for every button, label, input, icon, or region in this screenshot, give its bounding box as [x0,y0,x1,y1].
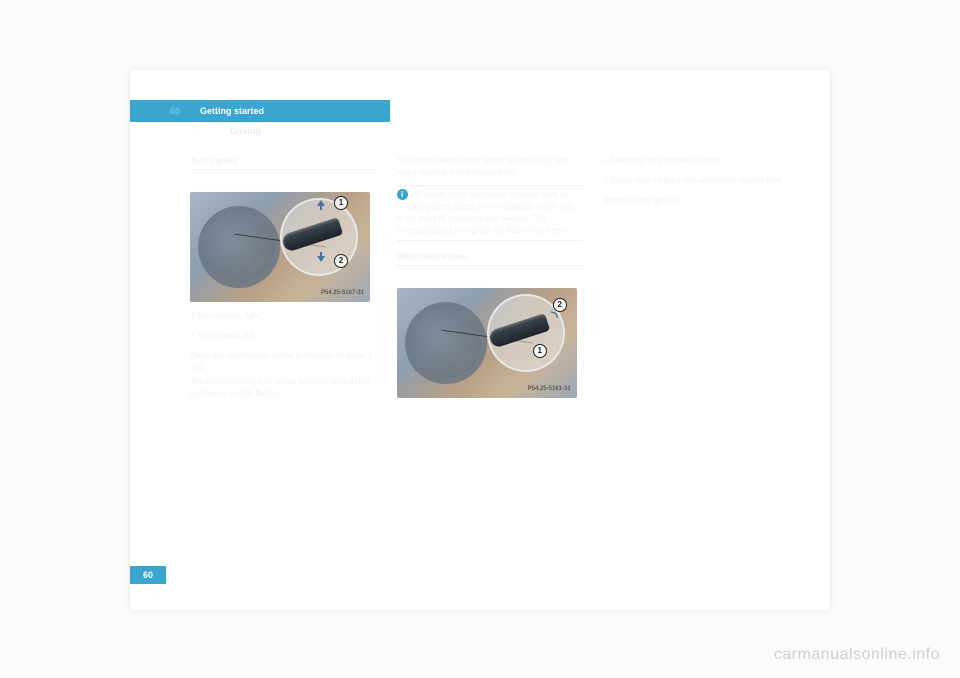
legend-2: 2 Turn signals, left [190,330,377,348]
col1-result: The corresponding turn signal indicator … [190,376,377,400]
page-number-box: 60 [130,566,166,584]
col2-note: The combination switch resets automatica… [397,155,584,181]
illus-watermark: P54.25-5167-31 [321,289,364,298]
legend-2c: 2 Single wipe / wiping with windshield w… [603,175,790,193]
arrow-up-icon [316,200,326,210]
wiper-illustration: 2 1 P54.25-5161-31 [397,288,577,398]
legend-1c-num: 1 [603,156,607,165]
column-3: 1 Switching on windshield wipers 2 Singl… [603,155,790,550]
legend-2c-num: 2 [603,176,607,185]
legend-2c-text: Single wipe / wiping with windshield was… [610,176,781,185]
col3-instruction: Switch on the ignition. [603,195,790,213]
subsection-title: Driving [230,126,261,136]
col2-subhead [397,270,584,282]
illus-watermark-2: P54.25-5161-31 [528,385,571,394]
legend-1: 1 Turn signals, right [190,310,377,328]
header-bar: 60 Getting started [130,100,390,122]
arrow-down-icon [316,252,326,262]
callout-2: 2 [334,254,348,268]
legend-2-text: Turn signals, left [197,331,255,340]
callout-2b: 2 [553,298,567,312]
callout-1b: 1 [533,344,547,358]
turn-signal-illustration: 1 2 P54.25-5167-31 [190,192,370,302]
column-2: The combination switch resets automatica… [397,155,584,550]
legend-1-num: 1 [190,311,194,320]
site-watermark: carmanualsonline.info [774,646,940,664]
legend-1-text: Turn signals, right [197,311,260,320]
legend-1c: 1 Switching on windshield wipers [603,155,790,173]
callout-1: 1 [334,196,348,210]
page-number-top: 60 [170,106,180,116]
col1-instruction: Press the combination switch in directio… [190,350,377,374]
column-1: Turn signals 1 2 P54.25-5167-31 1 Turn s… [190,155,377,550]
col2-heading: Windshield wipers [397,251,584,266]
section-title: Getting started [200,106,264,116]
info-icon: i [397,189,408,200]
info-text: To signal minor directional changes such… [397,190,575,235]
col1-heading: Turn signals [190,155,377,170]
content-columns: Turn signals 1 2 P54.25-5167-31 1 Turn s… [190,155,790,550]
legend-1c-text: Switching on windshield wipers [610,156,720,165]
info-block: i To signal minor directional changes su… [397,185,584,241]
legend-2-num: 2 [190,331,194,340]
manual-page: 60 Getting started Driving Turn signals … [130,70,830,610]
col1-subhead [190,174,377,186]
